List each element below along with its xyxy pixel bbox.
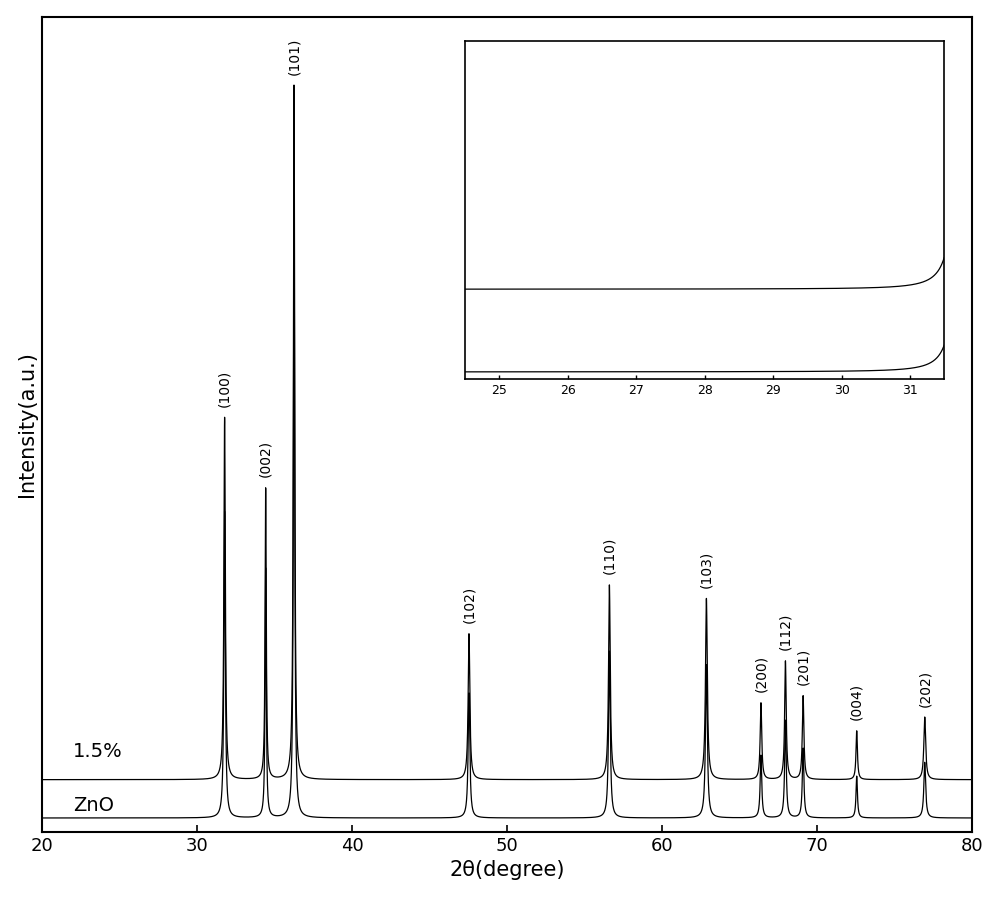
Text: (201): (201) — [796, 648, 810, 685]
Text: 1.5%: 1.5% — [73, 743, 123, 762]
Text: (112): (112) — [778, 613, 792, 650]
Text: (100): (100) — [218, 370, 232, 407]
Text: (110): (110) — [602, 537, 616, 574]
X-axis label: 2θ(degree): 2θ(degree) — [449, 860, 565, 880]
Y-axis label: Intensity(a.u.): Intensity(a.u.) — [17, 352, 37, 497]
Text: (202): (202) — [918, 669, 932, 707]
Text: (101): (101) — [287, 38, 301, 74]
Text: (102): (102) — [462, 586, 476, 623]
Text: ZnO: ZnO — [73, 796, 114, 815]
Text: (004): (004) — [850, 684, 864, 720]
Text: (200): (200) — [754, 655, 768, 692]
Text: (103): (103) — [699, 551, 713, 588]
Text: (002): (002) — [259, 440, 273, 477]
